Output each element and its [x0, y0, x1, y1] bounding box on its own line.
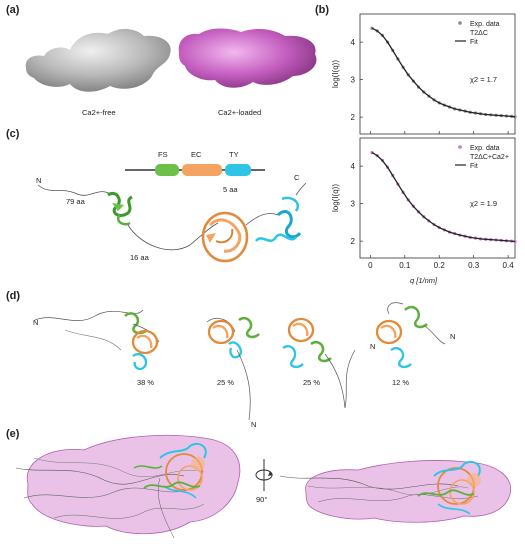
ensemble-conformers: [34, 302, 446, 421]
envelope-overlay-front: [15, 434, 241, 539]
population-2: 25 %: [217, 378, 235, 387]
domain-architecture-bar: [125, 164, 265, 176]
chart-1-legend-marker: [458, 21, 462, 25]
chart-2-legend-text: Exp. data: [470, 145, 500, 152]
x-axis-label: q [1/nm]: [410, 276, 438, 285]
chart-1-ylabel: log(I(q)): [331, 60, 340, 88]
chart-1-legend-text: Exp. data: [470, 21, 500, 28]
population-3: 25 %: [303, 378, 321, 387]
chart-2-annotation: χ2 = 1.9: [470, 199, 497, 208]
panel-e-label: (e): [6, 428, 20, 440]
linker-79aa-label: 79 aa: [66, 197, 85, 206]
chart-1-ytick-label: 3: [351, 76, 356, 85]
chart-2-legend-text: T2ΔC+Ca2+: [470, 154, 509, 161]
chart-2-xtick-label: 0: [368, 261, 373, 270]
domain-structure-cartoon: [37, 182, 307, 263]
chart-1-legend-text: Fit: [470, 39, 478, 46]
fs-domain-ribbon: [107, 192, 133, 226]
chart-2-ytick-label: 4: [351, 162, 356, 171]
rotation-label: 90°: [256, 495, 268, 504]
domain-fs-label: FS: [158, 150, 168, 159]
panel-b-label: (b): [315, 4, 330, 16]
chart-2-xtick-label: 0.4: [503, 261, 515, 270]
ca-loaded-envelope: [178, 28, 317, 88]
chart-1-frame: [359, 13, 516, 135]
domain-ec-label: EC: [191, 150, 202, 159]
conformer-2: [206, 316, 260, 421]
chart-2-legend-text: Fit: [470, 163, 478, 170]
chart-1-legend-text: T2ΔC: [470, 30, 488, 37]
chart-2-ytick-label: 3: [351, 200, 356, 209]
saxs-charts: 2 3 4 log(I(q)) Exp. data T2ΔC Fit χ2 = 1.7 2 3 4 0…: [331, 13, 517, 270]
panel-a-label: (a): [6, 4, 20, 16]
chart-1-ytick-label: 2: [351, 113, 356, 122]
chart-2-fit-line: [371, 152, 516, 243]
ca-free-envelope: [25, 28, 171, 92]
population-4: 12 %: [392, 378, 410, 387]
ty-domain-ribbon: [255, 196, 302, 242]
domain-ty: [225, 164, 251, 176]
domain-ty-label: TY: [229, 150, 239, 159]
conformer-1-n-label: N: [33, 318, 39, 327]
linker-5aa-label: 5 aa: [223, 185, 238, 194]
population-1: 38 %: [137, 378, 155, 387]
conformer-3-n-label: N: [370, 342, 376, 351]
chart-2-frame: [359, 137, 516, 259]
ca-free-caption: Ca2+-free: [82, 108, 116, 117]
chart-2-legend-marker: [458, 145, 462, 149]
envelope-overlay-side: [279, 460, 511, 523]
chart-2-ylabel: log(I(q)): [331, 184, 340, 212]
chart-2-xtick-label: 0.1: [399, 261, 411, 270]
chart-1-fit-line: [371, 27, 516, 118]
domain-ec: [182, 164, 222, 176]
ca-loaded-caption: Ca2+-loaded: [218, 108, 262, 117]
chart-1-annotation: χ2 = 1.7: [470, 75, 497, 84]
conformer-1: [34, 309, 160, 371]
conformer-2-n-label: N: [251, 420, 257, 429]
conformer-4-n-label: N: [450, 332, 456, 341]
linker-16aa-label: 16 aa: [130, 253, 149, 262]
c-terminus-label: C: [294, 173, 300, 182]
conformer-4: [375, 302, 446, 369]
ec-domain-ribbon: [201, 211, 249, 263]
chart-2-ytick-label: 2: [351, 237, 356, 246]
chart-2-xtick-label: 0.2: [434, 261, 446, 270]
domain-fs: [155, 164, 179, 176]
rotation-arrow: [255, 459, 273, 491]
chart-1-ytick-label: 4: [351, 38, 356, 47]
conformer-3: [282, 317, 356, 409]
n-terminus-label: N: [36, 176, 42, 185]
panel-d-label: (d): [6, 290, 21, 302]
panel-c-label: (c): [6, 128, 20, 140]
chart-2-xtick-label: 0.3: [468, 261, 480, 270]
